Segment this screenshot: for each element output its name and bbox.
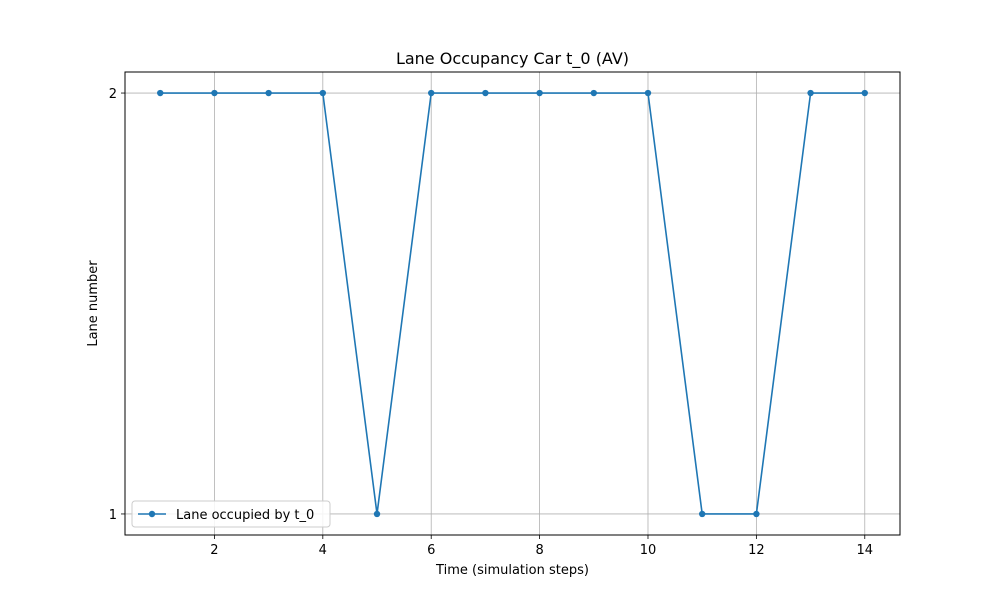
data-point (590, 89, 597, 97)
x-tick-label: 4 (319, 543, 327, 558)
y-axis-ticks: 12 (109, 87, 125, 523)
legend-marker-swatch (148, 510, 156, 518)
y-axis-label: Lane number (86, 260, 101, 347)
legend: Lane occupied by t_0 (131, 500, 331, 528)
y-tick-label: 2 (109, 87, 117, 102)
x-tick-label: 14 (856, 543, 873, 558)
data-point (698, 510, 706, 518)
data-point (319, 89, 327, 97)
data-point (157, 89, 164, 97)
legend-box (131, 500, 331, 528)
data-point (211, 89, 218, 97)
data-point (753, 510, 760, 518)
x-tick-label: 12 (748, 543, 765, 558)
data-point (373, 510, 381, 518)
series-line (160, 92, 865, 515)
x-tick-label: 10 (640, 543, 657, 558)
data-point (482, 89, 489, 97)
data-point (265, 89, 272, 97)
data-point (428, 89, 435, 97)
x-axis-ticks: 2 4 6 8 10 12 14 (210, 535, 873, 558)
chart-title: Lane Occupancy Car t_0 (AV) (396, 49, 629, 69)
x-tick-label: 6 (427, 543, 435, 558)
x-axis-label: Time (simulation steps) (435, 563, 589, 578)
plot-frame (124, 71, 901, 536)
y-tick-label: 1 (109, 508, 117, 523)
data-point (861, 89, 868, 97)
data-point (807, 89, 814, 97)
series-layer (157, 89, 868, 518)
data-point (644, 89, 652, 97)
x-tick-label: 8 (535, 543, 543, 558)
x-tick-label: 2 (210, 543, 218, 558)
legend-label: Lane occupied by t_0 (176, 508, 314, 523)
data-point (536, 89, 543, 97)
